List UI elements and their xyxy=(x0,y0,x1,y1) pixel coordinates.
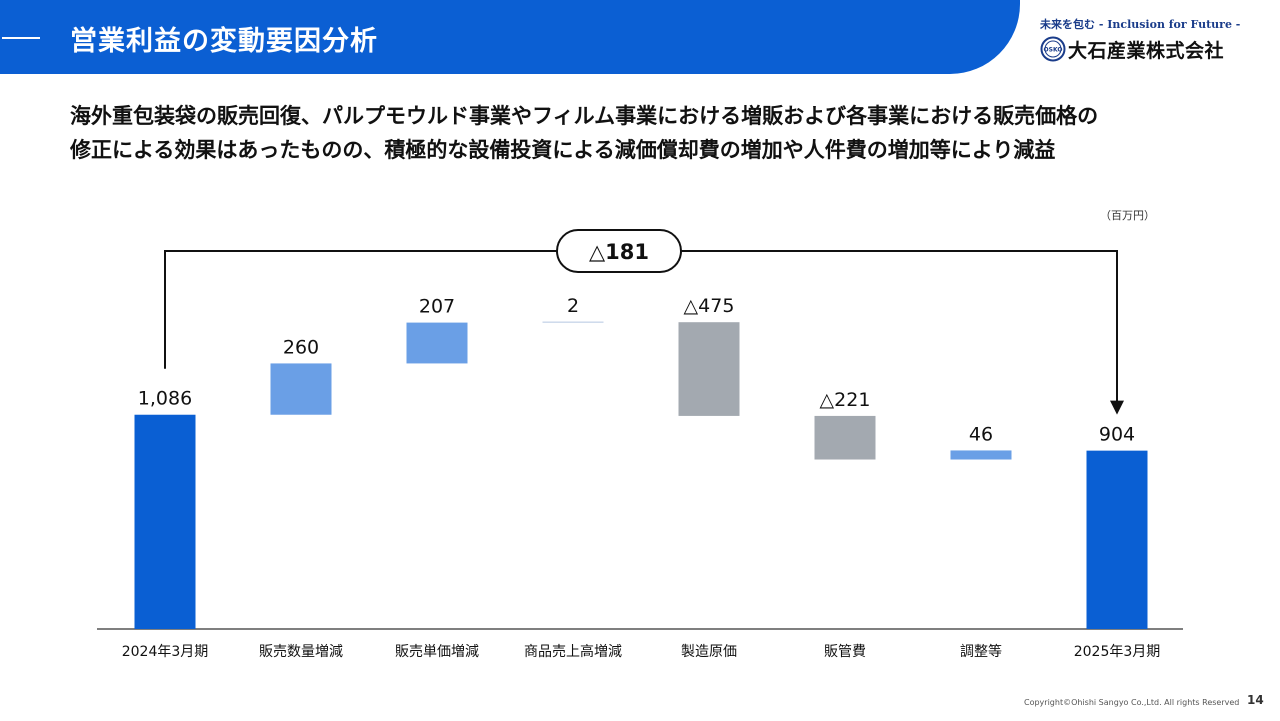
bar-7 xyxy=(1086,450,1148,629)
bar-4 xyxy=(678,322,740,416)
data-label-7: 904 xyxy=(1099,424,1135,446)
data-label-4: △475 xyxy=(684,295,735,317)
category-label-6: 調整等 xyxy=(960,643,1002,660)
bar-1 xyxy=(270,363,332,415)
data-label-0: 1,086 xyxy=(138,388,192,410)
bar-6 xyxy=(950,450,1012,460)
unit-label: （百万円） xyxy=(1100,209,1155,222)
data-label-2: 207 xyxy=(419,296,455,318)
page-title: 営業利益の変動要因分析 xyxy=(70,26,378,57)
page-number: 14 xyxy=(1247,693,1264,707)
data-label-1: 260 xyxy=(283,336,319,358)
total-change-label: △181 xyxy=(589,240,649,264)
bar-5 xyxy=(814,415,876,460)
header-bar xyxy=(0,0,1020,74)
headline-line-2: 修正による効果はあったものの、積極的な設備投資による減価償却費の増加や人件費の増… xyxy=(70,138,1056,162)
category-label-5: 販管費 xyxy=(824,644,866,660)
bar-2 xyxy=(406,322,468,364)
category-label-1: 販売数量増減 xyxy=(259,643,343,660)
category-label-7: 2025年3月期 xyxy=(1074,644,1161,660)
logo-tagline: 未来を包む - Inclusion for Future - xyxy=(1040,18,1241,31)
total-change-pill xyxy=(556,229,682,273)
logo-mark-text: OSKO xyxy=(1044,47,1063,54)
category-label-3: 商品売上高増減 xyxy=(524,643,622,660)
category-label-0: 2024年3月期 xyxy=(122,644,209,660)
header-accent-line xyxy=(2,37,40,39)
copyright: Copyright©Ohishi Sangyo Co.,Ltd. All rig… xyxy=(1024,698,1240,707)
company-seal-icon: OSKO xyxy=(1040,36,1066,62)
headline-line-1: 海外重包装袋の販売回復、パルプモウルド事業やフィルム事業における増販および各事業… xyxy=(70,104,1099,128)
category-label-4: 製造原価 xyxy=(681,644,737,660)
company-name: 大石産業株式会社 xyxy=(1068,40,1225,62)
data-label-3: 2 xyxy=(567,295,579,317)
bar-0 xyxy=(134,414,196,629)
category-label-2: 販売単価増減 xyxy=(395,643,479,660)
company-logo: 未来を包む - Inclusion for Future - OSKO 大石産業… xyxy=(1040,14,1270,64)
headline: 海外重包装袋の販売回復、パルプモウルド事業やフィルム事業における増販および各事業… xyxy=(70,99,1230,167)
data-label-6: 46 xyxy=(969,423,993,445)
total-change-arrowhead xyxy=(1110,400,1124,415)
data-label-5: △221 xyxy=(820,389,871,411)
